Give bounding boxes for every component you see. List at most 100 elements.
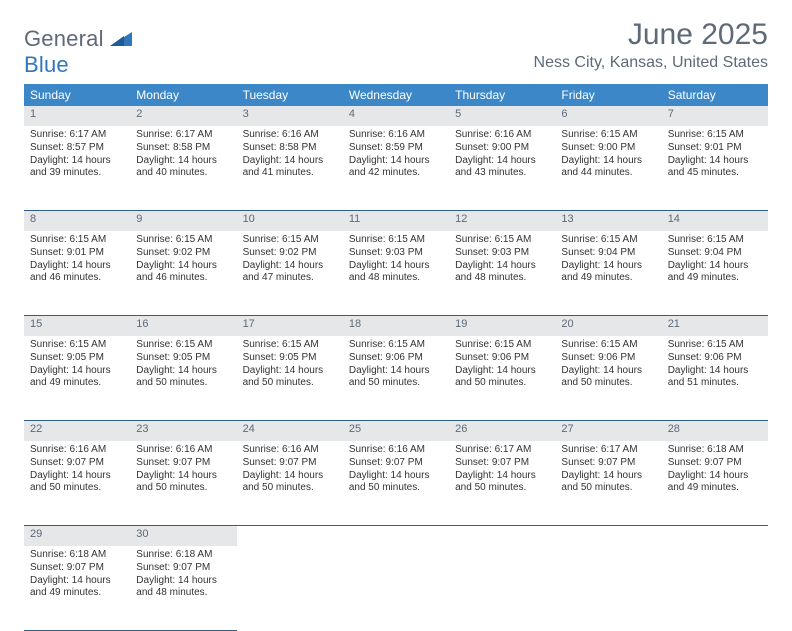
sunset-line: Sunset: 8:57 PM — [30, 142, 124, 155]
sunrise-line: Sunrise: 6:15 AM — [30, 234, 124, 247]
day-details: Sunrise: 6:16 AMSunset: 9:07 PMDaylight:… — [343, 441, 449, 499]
sunset-line: Sunset: 9:03 PM — [455, 247, 549, 260]
day-body-cell: Sunrise: 6:15 AMSunset: 9:06 PMDaylight:… — [662, 336, 768, 421]
daylight-line: Daylight: 14 hours and 42 minutes. — [349, 155, 443, 181]
sunrise-line: Sunrise: 6:17 AM — [455, 444, 549, 457]
sunset-line: Sunset: 9:07 PM — [668, 457, 762, 470]
day-body-cell: Sunrise: 6:15 AMSunset: 9:06 PMDaylight:… — [449, 336, 555, 421]
day-body-cell: Sunrise: 6:17 AMSunset: 9:07 PMDaylight:… — [449, 441, 555, 526]
day-number-cell: 8 — [24, 211, 130, 232]
day-number-cell — [237, 526, 343, 547]
day-details: Sunrise: 6:15 AMSunset: 9:02 PMDaylight:… — [130, 231, 236, 289]
day-number-cell: 14 — [662, 211, 768, 232]
day-body-cell: Sunrise: 6:15 AMSunset: 9:05 PMDaylight:… — [130, 336, 236, 421]
sunrise-line: Sunrise: 6:15 AM — [349, 339, 443, 352]
daylight-line: Daylight: 14 hours and 46 minutes. — [30, 260, 124, 286]
weekday-header: Sunday — [24, 84, 130, 106]
day-number-cell: 19 — [449, 316, 555, 337]
weekday-header: Thursday — [449, 84, 555, 106]
daynum-row: 22232425262728 — [24, 421, 768, 442]
daylight-line: Daylight: 14 hours and 50 minutes. — [243, 365, 337, 391]
sunrise-line: Sunrise: 6:15 AM — [243, 234, 337, 247]
day-details: Sunrise: 6:18 AMSunset: 9:07 PMDaylight:… — [130, 546, 236, 604]
day-number-cell — [449, 526, 555, 547]
day-body-cell: Sunrise: 6:15 AMSunset: 9:01 PMDaylight:… — [662, 126, 768, 211]
day-number-cell — [662, 526, 768, 547]
day-number-cell: 28 — [662, 421, 768, 442]
daylight-line: Daylight: 14 hours and 47 minutes. — [243, 260, 337, 286]
day-body-cell: Sunrise: 6:17 AMSunset: 8:57 PMDaylight:… — [24, 126, 130, 211]
page: General Blue June 2025 Ness City, Kansas… — [0, 0, 792, 612]
logo-word-2: Blue — [24, 52, 69, 77]
day-body-cell: Sunrise: 6:18 AMSunset: 9:07 PMDaylight:… — [662, 441, 768, 526]
calendar-header: SundayMondayTuesdayWednesdayThursdayFrid… — [24, 84, 768, 106]
sunset-line: Sunset: 9:03 PM — [349, 247, 443, 260]
day-details: Sunrise: 6:16 AMSunset: 8:59 PMDaylight:… — [343, 126, 449, 184]
day-number-cell: 3 — [237, 106, 343, 126]
sunset-line: Sunset: 9:02 PM — [136, 247, 230, 260]
sunrise-line: Sunrise: 6:16 AM — [243, 444, 337, 457]
day-body-cell: Sunrise: 6:16 AMSunset: 9:07 PMDaylight:… — [237, 441, 343, 526]
daylight-line: Daylight: 14 hours and 50 minutes. — [136, 365, 230, 391]
day-body-cell: Sunrise: 6:16 AMSunset: 8:58 PMDaylight:… — [237, 126, 343, 211]
day-number-cell: 24 — [237, 421, 343, 442]
weekday-header: Friday — [555, 84, 661, 106]
weekday-header: Monday — [130, 84, 236, 106]
daylight-line: Daylight: 14 hours and 50 minutes. — [455, 365, 549, 391]
sunrise-line: Sunrise: 6:16 AM — [30, 444, 124, 457]
sunrise-line: Sunrise: 6:18 AM — [30, 549, 124, 562]
day-body-cell: Sunrise: 6:16 AMSunset: 9:00 PMDaylight:… — [449, 126, 555, 211]
sunrise-line: Sunrise: 6:16 AM — [349, 444, 443, 457]
day-number-cell: 18 — [343, 316, 449, 337]
daynum-row: 891011121314 — [24, 211, 768, 232]
day-body-cell — [449, 546, 555, 631]
sunset-line: Sunset: 9:05 PM — [243, 352, 337, 365]
week-row: Sunrise: 6:15 AMSunset: 9:05 PMDaylight:… — [24, 336, 768, 421]
daylight-line: Daylight: 14 hours and 46 minutes. — [136, 260, 230, 286]
day-details: Sunrise: 6:15 AMSunset: 9:03 PMDaylight:… — [449, 231, 555, 289]
daylight-line: Daylight: 14 hours and 51 minutes. — [668, 365, 762, 391]
day-body-cell: Sunrise: 6:16 AMSunset: 9:07 PMDaylight:… — [343, 441, 449, 526]
day-details: Sunrise: 6:16 AMSunset: 9:07 PMDaylight:… — [237, 441, 343, 499]
sunset-line: Sunset: 9:04 PM — [668, 247, 762, 260]
day-body-cell: Sunrise: 6:17 AMSunset: 9:07 PMDaylight:… — [555, 441, 661, 526]
daylight-line: Daylight: 14 hours and 50 minutes. — [561, 365, 655, 391]
day-number-cell: 13 — [555, 211, 661, 232]
day-number-cell: 7 — [662, 106, 768, 126]
sunset-line: Sunset: 9:02 PM — [243, 247, 337, 260]
sunrise-line: Sunrise: 6:15 AM — [561, 234, 655, 247]
day-number-cell: 30 — [130, 526, 236, 547]
daylight-line: Daylight: 14 hours and 48 minutes. — [136, 575, 230, 601]
day-details: Sunrise: 6:15 AMSunset: 9:00 PMDaylight:… — [555, 126, 661, 184]
day-body-cell: Sunrise: 6:15 AMSunset: 9:02 PMDaylight:… — [130, 231, 236, 316]
day-details: Sunrise: 6:15 AMSunset: 9:01 PMDaylight:… — [662, 126, 768, 184]
day-number-cell: 22 — [24, 421, 130, 442]
day-body-cell: Sunrise: 6:16 AMSunset: 8:59 PMDaylight:… — [343, 126, 449, 211]
day-details: Sunrise: 6:15 AMSunset: 9:05 PMDaylight:… — [130, 336, 236, 394]
day-body-cell: Sunrise: 6:15 AMSunset: 9:00 PMDaylight:… — [555, 126, 661, 211]
daylight-line: Daylight: 14 hours and 49 minutes. — [30, 365, 124, 391]
daylight-line: Daylight: 14 hours and 50 minutes. — [30, 470, 124, 496]
daylight-line: Daylight: 14 hours and 48 minutes. — [455, 260, 549, 286]
week-row: Sunrise: 6:15 AMSunset: 9:01 PMDaylight:… — [24, 231, 768, 316]
day-details: Sunrise: 6:15 AMSunset: 9:06 PMDaylight:… — [449, 336, 555, 394]
sunset-line: Sunset: 9:06 PM — [349, 352, 443, 365]
day-body-cell — [662, 546, 768, 631]
daylight-line: Daylight: 14 hours and 50 minutes. — [455, 470, 549, 496]
day-body-cell — [237, 546, 343, 631]
day-number-cell: 6 — [555, 106, 661, 126]
day-details: Sunrise: 6:16 AMSunset: 8:58 PMDaylight:… — [237, 126, 343, 184]
day-body-cell: Sunrise: 6:15 AMSunset: 9:03 PMDaylight:… — [449, 231, 555, 316]
day-details: Sunrise: 6:17 AMSunset: 8:57 PMDaylight:… — [24, 126, 130, 184]
daylight-line: Daylight: 14 hours and 43 minutes. — [455, 155, 549, 181]
day-body-cell — [343, 546, 449, 631]
daynum-row: 15161718192021 — [24, 316, 768, 337]
day-details: Sunrise: 6:15 AMSunset: 9:04 PMDaylight:… — [555, 231, 661, 289]
day-details: Sunrise: 6:17 AMSunset: 8:58 PMDaylight:… — [130, 126, 236, 184]
weekday-header: Wednesday — [343, 84, 449, 106]
daylight-line: Daylight: 14 hours and 50 minutes. — [561, 470, 655, 496]
sunset-line: Sunset: 9:07 PM — [349, 457, 443, 470]
sunset-line: Sunset: 9:04 PM — [561, 247, 655, 260]
daylight-line: Daylight: 14 hours and 45 minutes. — [668, 155, 762, 181]
day-details: Sunrise: 6:15 AMSunset: 9:02 PMDaylight:… — [237, 231, 343, 289]
